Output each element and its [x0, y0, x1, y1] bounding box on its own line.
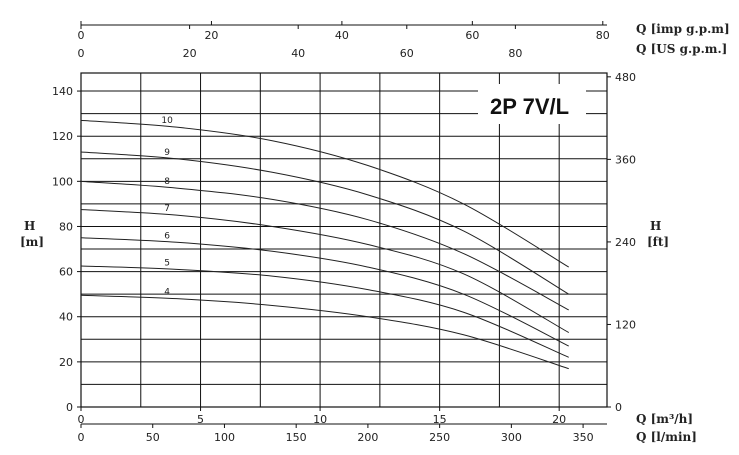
curve-7	[80, 209, 569, 333]
y-ft-tick-label: 240	[615, 236, 636, 249]
grid-layer	[80, 72, 608, 408]
x-tick-label: 15	[433, 413, 447, 426]
chart-title: 2P 7V/L	[490, 94, 569, 119]
curve-6	[80, 237, 569, 347]
curve-label-10: 10	[161, 116, 173, 126]
x-axis-label-us: Q [US g.p.m.]	[636, 42, 727, 56]
y-tick-label: 100	[52, 175, 73, 188]
x-tick-label: 10	[313, 413, 327, 426]
curve-8	[80, 180, 569, 311]
x-tick-label: 20	[552, 413, 566, 426]
y-axis-label-h: H	[24, 219, 35, 233]
y-ft-tick-label: 480	[615, 71, 636, 84]
y-tick-label: 20	[59, 356, 73, 369]
y-axis-ft-label-unit: [ft]	[647, 235, 669, 249]
x-lmin-tick-label: 200	[357, 431, 378, 444]
x-lmin-tick-label: 50	[146, 431, 160, 444]
x-lmin-tick-label: 350	[573, 431, 594, 444]
y-axis-ft-label-h: H	[650, 219, 661, 233]
x-imp-tick-label: 20	[204, 29, 218, 42]
y-ft-tick-label: 0	[615, 401, 622, 414]
x-tick-label: 0	[78, 413, 85, 426]
x-us-tick-label: 60	[400, 47, 414, 60]
title-box	[478, 84, 586, 124]
curve-label-4: 4	[164, 288, 170, 298]
y-axis-label-unit: [m]	[20, 235, 44, 249]
curve-10	[80, 119, 570, 268]
x-lmin-tick-label: 250	[429, 431, 450, 444]
x-imp-tick-label: 0	[78, 29, 85, 42]
curve-9	[80, 151, 570, 295]
curve-layer: 10 9 8 7 6 5 4	[80, 116, 570, 370]
y-ft-tick-label: 120	[615, 318, 636, 331]
x-us-tick-label: 40	[291, 47, 305, 60]
plot-frame	[80, 72, 608, 408]
x-imp-tick-label: 60	[465, 29, 479, 42]
y-tick-label: 140	[52, 85, 73, 98]
x-us-tick-label: 80	[508, 47, 522, 60]
curve-label-5: 5	[164, 258, 170, 268]
x-axis-label-lmin: Q [l/min]	[636, 430, 697, 444]
y-tick-label: 0	[66, 401, 73, 414]
x-lmin-tick-label: 0	[78, 431, 85, 444]
x-imp-tick-label: 80	[596, 29, 610, 42]
y-ft-tick-label: 360	[615, 153, 636, 166]
x-tick-label: 5	[197, 413, 204, 426]
x-lmin-tick-label: 150	[286, 431, 307, 444]
curve-label-9: 9	[164, 148, 170, 158]
x-axis-label-imp: Q [imp g.p.m]	[636, 22, 730, 36]
y-tick-label: 120	[52, 130, 73, 143]
curve-label-7: 7	[164, 204, 170, 214]
curve-4	[80, 294, 569, 370]
x-imp-tick-label: 40	[335, 29, 349, 42]
curve-label-6: 6	[164, 231, 170, 241]
y-tick-label: 40	[59, 311, 73, 324]
x-lmin-tick-label: 100	[214, 431, 235, 444]
x-lmin-tick-label: 300	[501, 431, 522, 444]
x-us-tick-label: 0	[78, 47, 85, 60]
x-us-tick-label: 20	[183, 47, 197, 60]
x-axis-label-m3h: Q [m³/h]	[636, 412, 693, 426]
curve-5	[80, 265, 569, 358]
y-tick-label: 80	[59, 220, 73, 233]
y-tick-label: 60	[59, 266, 73, 279]
curve-label-8: 8	[164, 177, 170, 187]
